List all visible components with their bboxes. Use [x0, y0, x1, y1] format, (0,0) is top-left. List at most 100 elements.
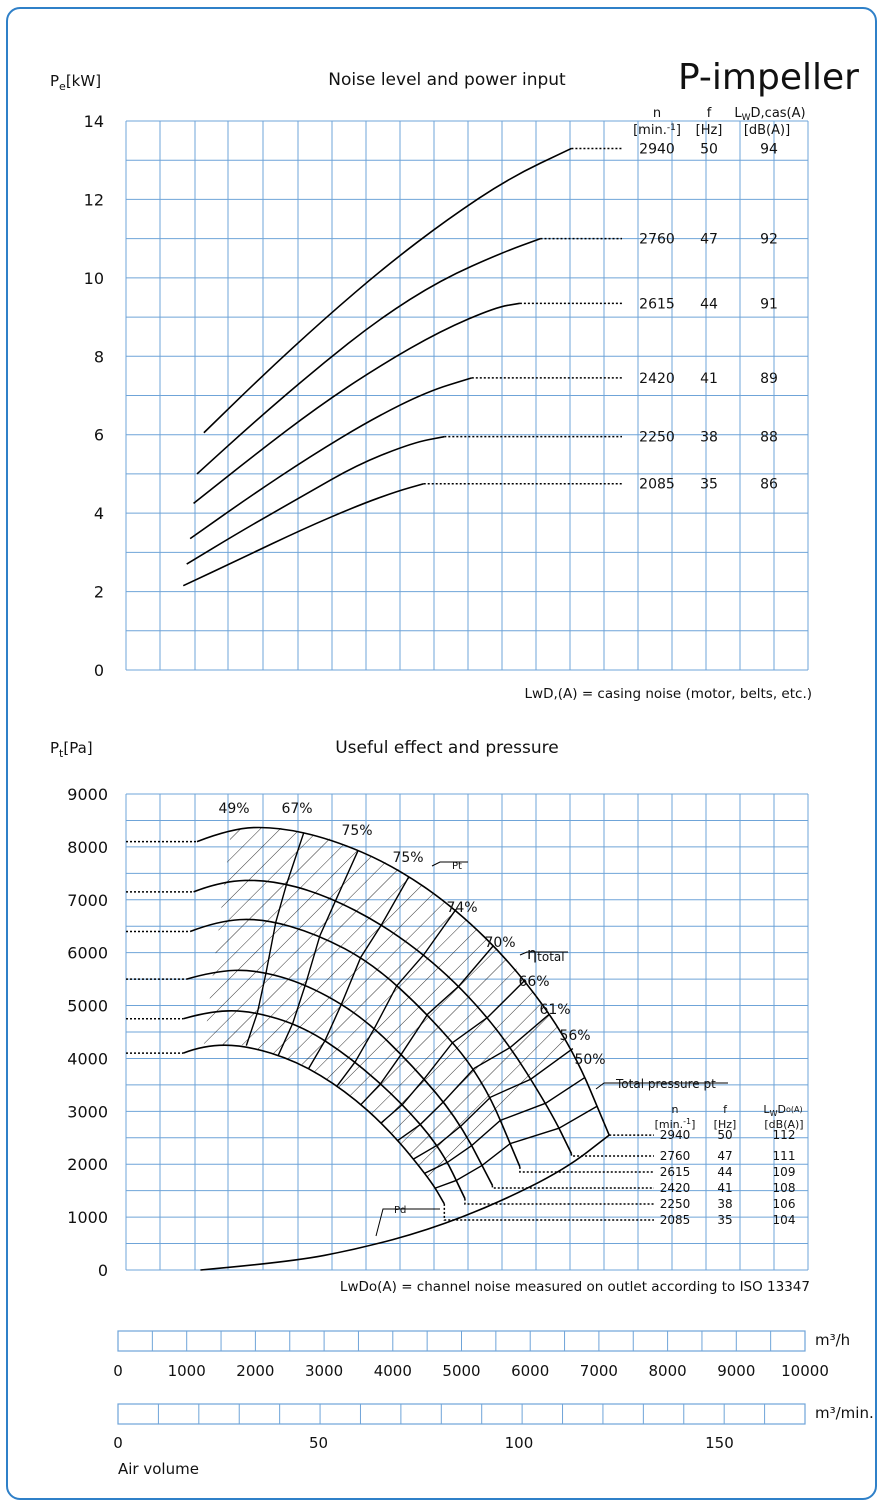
- eta-leader: [519, 951, 568, 956]
- efficiency-label: 70%: [484, 935, 515, 951]
- pressure-y-ticks: 0 1000 2000 3000 4000 5000 6000 7000 8000 9000: [67, 785, 108, 1280]
- scale-m3h-tick-label: 3000: [305, 1362, 343, 1380]
- power-row-lw: 94: [760, 141, 778, 157]
- pressure-th-lw-l: L: [763, 1103, 770, 1116]
- eta-sub: total: [537, 950, 564, 964]
- scale-m3min-tick-label: 150: [705, 1434, 734, 1452]
- efficiency-label: 66%: [518, 974, 549, 990]
- power-curve-2615: [193, 302, 521, 504]
- pressure-y-tick-label: 3000: [67, 1102, 108, 1121]
- pressure-th-lw: LWDo(A): [763, 1103, 802, 1118]
- pressure-th-n: n: [672, 1103, 679, 1116]
- pressure-row-lw: 109: [773, 1165, 796, 1179]
- scale-m3h-tick-label: 9000: [717, 1362, 755, 1380]
- pressure-y-tick-label: 6000: [67, 944, 108, 963]
- pressure-table-header: n [min.-1] f [Hz] LWDo(A) [dB(A)]: [655, 1103, 804, 1131]
- pressure-y-label-main: P: [50, 739, 59, 757]
- pressure-y-tick-label: 1000: [67, 1208, 108, 1227]
- power-row-n: 2760: [639, 232, 675, 248]
- pressure-row-n: 2250: [660, 1197, 691, 1211]
- power-th-n-unit: [min.-1]: [633, 123, 681, 138]
- pressure-curves: [126, 826, 654, 1221]
- pressure-row-n: 2615: [660, 1165, 691, 1179]
- pressure-row-n: 2760: [660, 1149, 691, 1163]
- pressure-th-n-unit-close: ]: [691, 1118, 695, 1131]
- total-pressure-label: Total pressure pt: [615, 1077, 716, 1091]
- air-volume-label: Air volume: [118, 1460, 199, 1478]
- power-y-tick-label: 10: [84, 269, 104, 288]
- power-th-f-unit: [Hz]: [696, 123, 723, 138]
- power-curve-2760: [196, 237, 541, 475]
- scale-m3min: 0 50 100 150: [113, 1403, 806, 1452]
- pt-label: Pt: [452, 861, 462, 872]
- pressure-row-f: 38: [717, 1197, 732, 1211]
- pt-leader: [431, 861, 468, 867]
- pressure-row-lw: 112: [773, 1128, 796, 1142]
- pressure-y-tick-label: 9000: [67, 785, 108, 804]
- efficiency-lines: [245, 832, 598, 1189]
- pressure-y-tick-label: 4000: [67, 1049, 108, 1068]
- pressure-th-lw-sub: W: [770, 1109, 778, 1118]
- power-row-n: 2085: [639, 477, 675, 493]
- pressure-end-leader: [570, 1153, 654, 1157]
- scale-m3h-tick-label: 5000: [442, 1362, 480, 1380]
- efficiency-labels: 49% 67% 75% 75% 74% 70% 66% 61% 56% 50%: [218, 801, 605, 1068]
- pressure-chart-title: Useful effect and pressure: [335, 738, 559, 758]
- power-chart-title: Noise level and power input: [328, 70, 566, 90]
- efficiency-line: [360, 945, 494, 1106]
- pressure-curve-2420: [186, 969, 494, 1186]
- power-row-n: 2420: [639, 371, 675, 387]
- efficiency-label: 74%: [446, 900, 477, 916]
- pressure-end-leader: [491, 1185, 654, 1189]
- power-th-n-unit-a: [min.: [633, 123, 667, 138]
- efficiency-label: 56%: [559, 1028, 590, 1044]
- power-y-ticks: 0 2 4 6 8 10 12 14: [84, 112, 104, 680]
- dynamic-pressure-curve: [200, 1134, 610, 1271]
- power-th-n-unit-close: ]: [676, 123, 681, 138]
- power-row-f: 38: [700, 430, 718, 446]
- scale-m3min-tick-label: 50: [309, 1434, 328, 1452]
- power-y-tick-label: 6: [94, 426, 104, 445]
- power-th-f: f: [707, 106, 712, 121]
- chart-frame: [6, 7, 877, 1500]
- power-curve-2250: [186, 435, 445, 565]
- power-th-lw: LWD,cas(A): [734, 106, 805, 123]
- scale-m3min-unit: m³/min.: [815, 1404, 874, 1422]
- efficiency-label: 75%: [341, 823, 372, 839]
- power-y-tick-label: 2: [94, 583, 104, 602]
- power-row-n: 2940: [639, 141, 675, 157]
- power-curve-2420: [189, 377, 473, 540]
- pressure-y-label-sub: t: [59, 747, 64, 760]
- power-row-f: 50: [700, 141, 718, 157]
- eta-symbol: η: [527, 944, 537, 963]
- pressure-row-lw: 104: [773, 1213, 796, 1227]
- pd-leader: [375, 1208, 440, 1237]
- power-y-tick-label: 4: [94, 504, 104, 523]
- efficiency-label: 49%: [218, 801, 249, 817]
- power-y-tick-label: 8: [94, 347, 104, 366]
- pressure-th-f: f: [723, 1103, 728, 1116]
- impeller-title: P-impeller: [678, 57, 859, 98]
- efficiency-label: 61%: [539, 1002, 570, 1018]
- pressure-end-leader: [464, 1198, 654, 1205]
- power-row-lw: 91: [760, 296, 778, 312]
- power-row-n: 2615: [639, 296, 675, 312]
- efficiency-line: [413, 1047, 574, 1160]
- pressure-curve-2760: [193, 879, 573, 1154]
- power-row-f: 47: [700, 232, 718, 248]
- pressure-curve-2940: [196, 826, 610, 1136]
- power-row-f: 35: [700, 477, 718, 493]
- efficiency-line: [424, 1076, 586, 1174]
- scale-m3h-tick-label: 4000: [374, 1362, 412, 1380]
- scale-m3h-unit: m³/h: [815, 1331, 850, 1349]
- power-curves: [182, 147, 622, 587]
- power-row-lw: 92: [760, 232, 778, 248]
- pressure-y-tick-label: 7000: [67, 891, 108, 910]
- scale-m3h-tick-label: 6000: [511, 1362, 549, 1380]
- power-y-label-main: P: [50, 72, 59, 90]
- pressure-row-n: 2940: [660, 1128, 691, 1142]
- power-th-lw-unit: [dB(A)]: [744, 123, 790, 138]
- pressure-footnote: LwDo(A) = channel noise measured on outl…: [340, 1279, 810, 1295]
- scale-m3h-tick-label: 1000: [168, 1362, 206, 1380]
- pressure-th-f-unit: [Hz]: [714, 1118, 737, 1131]
